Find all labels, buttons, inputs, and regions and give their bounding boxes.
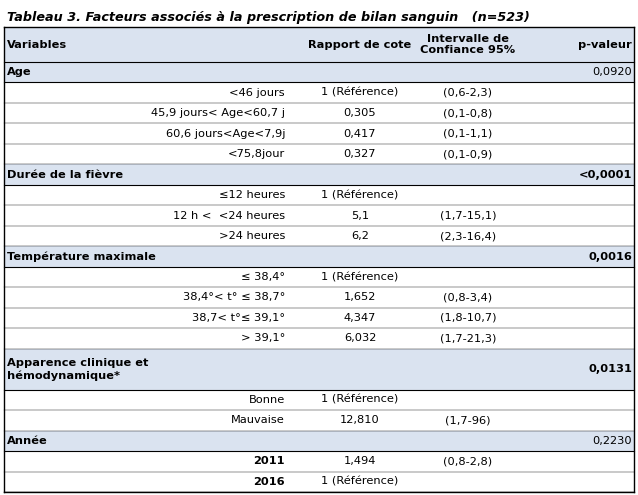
Bar [4,226,634,247]
Text: Variables: Variables [7,40,67,50]
Text: (0,6-2,3): (0,6-2,3) [443,88,493,98]
Text: ≤ 38,4°: ≤ 38,4° [241,272,285,282]
Text: Durée de la fièvre: Durée de la fièvre [7,170,123,180]
Text: 6,2: 6,2 [351,231,369,241]
Text: (0,1-1,1): (0,1-1,1) [443,129,493,139]
Text: 0,0920: 0,0920 [592,67,632,77]
Text: 38,4°< t° ≤ 38,7°: 38,4°< t° ≤ 38,7° [182,293,285,302]
Text: 2016: 2016 [253,477,285,487]
Text: (1,7-96): (1,7-96) [445,415,491,425]
Bar [4,472,634,492]
Text: 12,810: 12,810 [340,415,380,425]
Bar [4,390,634,410]
Bar [4,164,634,185]
Text: 1 (Référence): 1 (Référence) [322,477,399,487]
Text: 0,0016: 0,0016 [588,251,632,261]
Bar [4,247,634,267]
Text: Mauvaise: Mauvaise [231,415,285,425]
Text: Bonne: Bonne [249,395,285,405]
Text: (0,8-3,4): (0,8-3,4) [443,293,493,302]
Text: Tableau 3. Facteurs associés à la prescription de bilan sanguin   (n=523): Tableau 3. Facteurs associés à la prescr… [7,11,530,24]
Bar [4,205,634,226]
Bar [4,83,634,103]
Text: (0,1-0,9): (0,1-0,9) [443,149,493,159]
Text: 1 (Référence): 1 (Référence) [322,272,399,282]
Text: 5,1: 5,1 [351,210,369,221]
Text: (1,8-10,7): (1,8-10,7) [440,313,496,323]
Text: ≤12 heures: ≤12 heures [219,190,285,200]
Text: (0,1-0,8): (0,1-0,8) [443,108,493,118]
Text: 1 (Référence): 1 (Référence) [322,395,399,405]
Bar [4,144,634,164]
Text: Apparence clinique et
hémodynamique*: Apparence clinique et hémodynamique* [7,357,149,381]
Text: 0,305: 0,305 [344,108,376,118]
Bar [4,27,634,62]
Text: <0,0001: <0,0001 [579,170,632,180]
Text: (1,7-21,3): (1,7-21,3) [440,334,496,344]
Text: 6,032: 6,032 [344,334,376,344]
Text: Rapport de cote: Rapport de cote [308,40,412,50]
Bar [4,267,634,287]
Text: 38,7< t°≤ 39,1°: 38,7< t°≤ 39,1° [192,313,285,323]
Text: Année: Année [7,436,48,446]
Text: (0,8-2,8): (0,8-2,8) [443,456,493,466]
Text: 4,347: 4,347 [344,313,376,323]
Bar [4,103,634,123]
Text: 0,417: 0,417 [344,129,376,139]
Text: >24 heures: >24 heures [219,231,285,241]
Text: 1,652: 1,652 [344,293,376,302]
Bar [4,451,634,472]
Text: p-valeur: p-valeur [578,40,632,50]
Text: Intervalle de
Confiance 95%: Intervalle de Confiance 95% [420,34,516,55]
Bar [4,287,634,308]
Text: 60,6 jours<Age<7,9j: 60,6 jours<Age<7,9j [165,129,285,139]
Text: 0,2230: 0,2230 [592,436,632,446]
Text: <75,8jour: <75,8jour [228,149,285,159]
Text: 0,327: 0,327 [344,149,376,159]
Text: 1,494: 1,494 [344,456,376,466]
Text: 0,0131: 0,0131 [588,364,632,374]
Bar [4,123,634,144]
Text: > 39,1°: > 39,1° [241,334,285,344]
Bar [4,410,634,431]
Text: 12 h <  <24 heures: 12 h < <24 heures [173,210,285,221]
Bar [4,328,634,348]
Text: <46 jours: <46 jours [230,88,285,98]
Text: Age: Age [7,67,32,77]
Bar [4,185,634,205]
Text: Température maximale: Température maximale [7,251,156,262]
Text: 1 (Référence): 1 (Référence) [322,190,399,200]
Text: (1,7-15,1): (1,7-15,1) [440,210,496,221]
Bar [4,348,634,390]
Bar [4,431,634,451]
Text: 2011: 2011 [253,456,285,466]
Bar [4,62,634,83]
Text: 1 (Référence): 1 (Référence) [322,88,399,98]
Text: 45,9 jours< Age<60,7 j: 45,9 jours< Age<60,7 j [151,108,285,118]
Text: (2,3-16,4): (2,3-16,4) [440,231,496,241]
Bar [4,308,634,328]
